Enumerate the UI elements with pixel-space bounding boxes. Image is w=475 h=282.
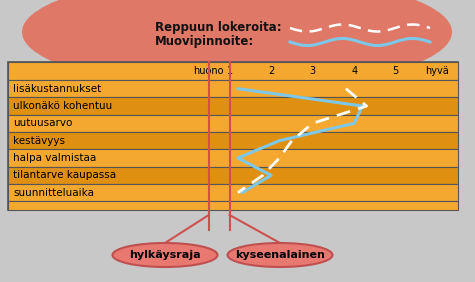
Ellipse shape xyxy=(228,243,332,267)
Bar xyxy=(8,80,458,97)
Text: hylkäysraja: hylkäysraja xyxy=(129,250,201,260)
Text: halpa valmistaa: halpa valmistaa xyxy=(13,153,96,163)
Text: Muovipinnoite:: Muovipinnoite: xyxy=(155,36,254,49)
Bar xyxy=(8,62,458,80)
Bar xyxy=(8,62,458,210)
Text: Reppuun lokeroita:: Reppuun lokeroita: xyxy=(155,21,282,34)
Text: 2: 2 xyxy=(268,66,274,76)
Text: kyseenalainen: kyseenalainen xyxy=(235,250,325,260)
Text: 3: 3 xyxy=(310,66,316,76)
Bar xyxy=(8,97,458,115)
Text: ulkonäkö kohentuu: ulkonäkö kohentuu xyxy=(13,101,112,111)
Text: huono: huono xyxy=(193,66,224,76)
Text: suunnitteluaika: suunnitteluaika xyxy=(13,188,94,198)
Ellipse shape xyxy=(113,243,218,267)
Bar xyxy=(8,115,458,132)
Text: 1: 1 xyxy=(227,66,233,76)
Bar xyxy=(8,149,458,167)
Bar xyxy=(8,201,458,210)
Bar xyxy=(8,132,458,149)
Text: 4: 4 xyxy=(351,66,357,76)
Text: hyvä: hyvä xyxy=(425,66,449,76)
Text: 5: 5 xyxy=(392,66,399,76)
Text: kestävyys: kestävyys xyxy=(13,136,65,146)
Text: uutuusarvo: uutuusarvo xyxy=(13,118,72,128)
Ellipse shape xyxy=(22,0,452,89)
Text: lisäkustannukset: lisäkustannukset xyxy=(13,84,101,94)
Text: tilantarve kaupassa: tilantarve kaupassa xyxy=(13,170,116,180)
Bar xyxy=(8,167,458,184)
Bar xyxy=(8,184,458,201)
